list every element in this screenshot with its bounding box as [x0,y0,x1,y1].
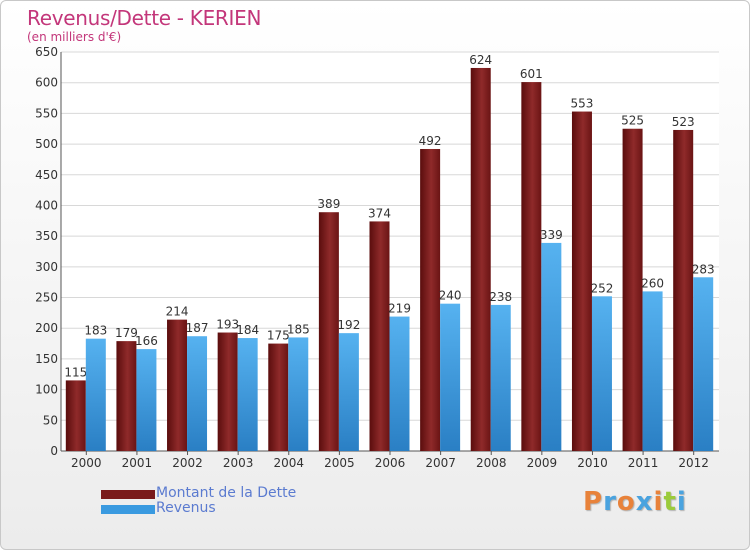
data-label-dette: 492 [419,134,442,148]
x-tick-label: 2002 [172,456,203,470]
data-label-revenus: 185 [287,322,310,336]
data-label-dette: 553 [571,97,594,111]
bar-revenus [591,296,612,451]
y-tick-label: 400 [35,198,58,212]
legend-swatch-revenus [101,505,155,514]
data-label-revenus: 184 [236,323,259,337]
chart-title: Revenus/Dette - KERIEN [27,6,262,30]
y-tick-label: 350 [35,229,58,243]
bar-revenus [187,336,208,451]
x-tick-label: 2011 [628,456,659,470]
proxiti-logo: Proxiti [583,487,687,517]
x-tick-label: 2012 [678,456,709,470]
y-tick-label: 200 [35,321,58,335]
x-tick-label: 2000 [71,456,102,470]
y-tick-label: 300 [35,260,58,274]
bar-dette [420,148,441,452]
data-label-revenus: 192 [337,318,360,332]
data-label-revenus: 187 [186,321,209,335]
bar-revenus [693,277,714,451]
data-label-revenus: 252 [591,281,614,295]
y-tick-label: 650 [35,45,58,59]
bar-dette [318,212,339,451]
bar-revenus [85,338,106,451]
bar-dette [622,128,643,451]
legend-swatch-dette [101,490,155,499]
bar-revenus [541,242,562,451]
x-tick-label: 2006 [375,456,406,470]
data-label-dette: 179 [115,326,138,340]
data-label-revenus: 238 [489,290,512,304]
legend-label-revenus: Revenus [156,500,216,516]
x-tick-label: 2009 [527,456,558,470]
y-tick-label: 250 [35,291,58,305]
data-label-revenus: 260 [641,276,664,290]
y-tick-label: 100 [35,383,58,397]
y-tick-label: 150 [35,352,58,366]
bar-revenus [642,291,663,451]
data-label-revenus: 339 [540,228,563,242]
bar-dette [65,380,86,451]
x-tick-label: 2001 [122,456,153,470]
data-label-revenus: 183 [84,324,107,338]
y-tick-label: 50 [43,413,58,427]
bar-revenus [338,333,359,451]
data-label-dette: 389 [317,197,340,211]
y-tick-label: 600 [35,76,58,90]
bar-dette [167,319,188,451]
bar-revenus [440,303,461,451]
data-label-dette: 374 [368,206,391,220]
data-label-dette: 525 [621,114,644,128]
bar-dette [470,67,491,452]
y-tick-label: 500 [35,137,58,151]
data-label-dette: 624 [469,53,492,67]
data-label-revenus: 219 [388,302,411,316]
legend-label-dette: Montant de la Dette [156,485,297,501]
data-label-revenus: 240 [439,289,462,303]
chart-subtitle: (en milliers d'€) [27,30,122,44]
bar-dette [217,332,238,451]
x-tick-label: 2008 [476,456,507,470]
bar-revenus [136,349,157,451]
data-label-dette: 115 [64,365,87,379]
data-label-dette: 601 [520,67,543,81]
bar-revenus [237,338,258,451]
y-tick-label: 450 [35,168,58,182]
bar-revenus [389,316,410,451]
bar-dette [673,129,694,451]
bar-dette [116,341,137,451]
x-tick-label: 2003 [223,456,254,470]
x-tick-label: 2005 [324,456,355,470]
data-label-dette: 214 [166,305,189,319]
y-tick-label: 550 [35,106,58,120]
data-label-dette: 193 [216,318,239,332]
bar-dette [369,221,390,451]
x-tick-label: 2007 [425,456,456,470]
bar-dette [521,82,542,451]
data-label-dette: 175 [267,329,290,343]
x-tick-label: 2004 [273,456,304,470]
data-label-revenus: 283 [692,262,715,276]
y-tick-label: 0 [50,444,58,458]
bar-dette [571,111,592,451]
bar-revenus [490,304,511,451]
data-label-revenus: 166 [135,334,158,348]
bar-revenus [288,337,309,451]
data-label-dette: 523 [672,115,695,129]
bar-dette [268,343,289,451]
x-tick-label: 2010 [577,456,608,470]
